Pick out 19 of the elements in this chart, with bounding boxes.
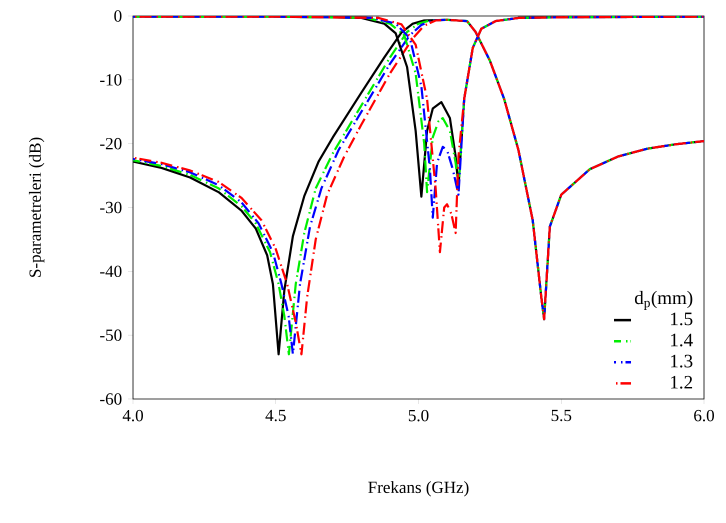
y-tick-label: -30 <box>100 202 122 214</box>
y-tick-label: -20 <box>100 138 122 150</box>
x-tick-label: 5.0 <box>408 410 428 422</box>
y-tick-label: -50 <box>100 329 122 341</box>
legend-label: 1.3 <box>671 354 692 368</box>
x-tick-label: 6.0 <box>694 410 714 422</box>
legend-label: 1.4 <box>671 334 693 346</box>
legend-title: d$_{p}$(mm) <box>634 290 692 310</box>
y-tick-label: -60 <box>100 393 122 405</box>
x-tick-label: 4.0 <box>122 410 143 422</box>
y-tick-label: 0 <box>114 10 122 22</box>
y-axis-title: S-parametreleri (dB) <box>28 138 44 277</box>
legend-label: 1.5 <box>671 312 692 326</box>
x-axis-title: Frekans (GHz) <box>368 481 469 497</box>
legend-label: 1.2 <box>671 376 692 389</box>
y-tick-label: -10 <box>100 74 122 86</box>
x-tick-label: 5.5 <box>552 410 572 422</box>
y-tick-label: -40 <box>100 266 122 278</box>
x-tick-label: 4.5 <box>265 410 286 422</box>
